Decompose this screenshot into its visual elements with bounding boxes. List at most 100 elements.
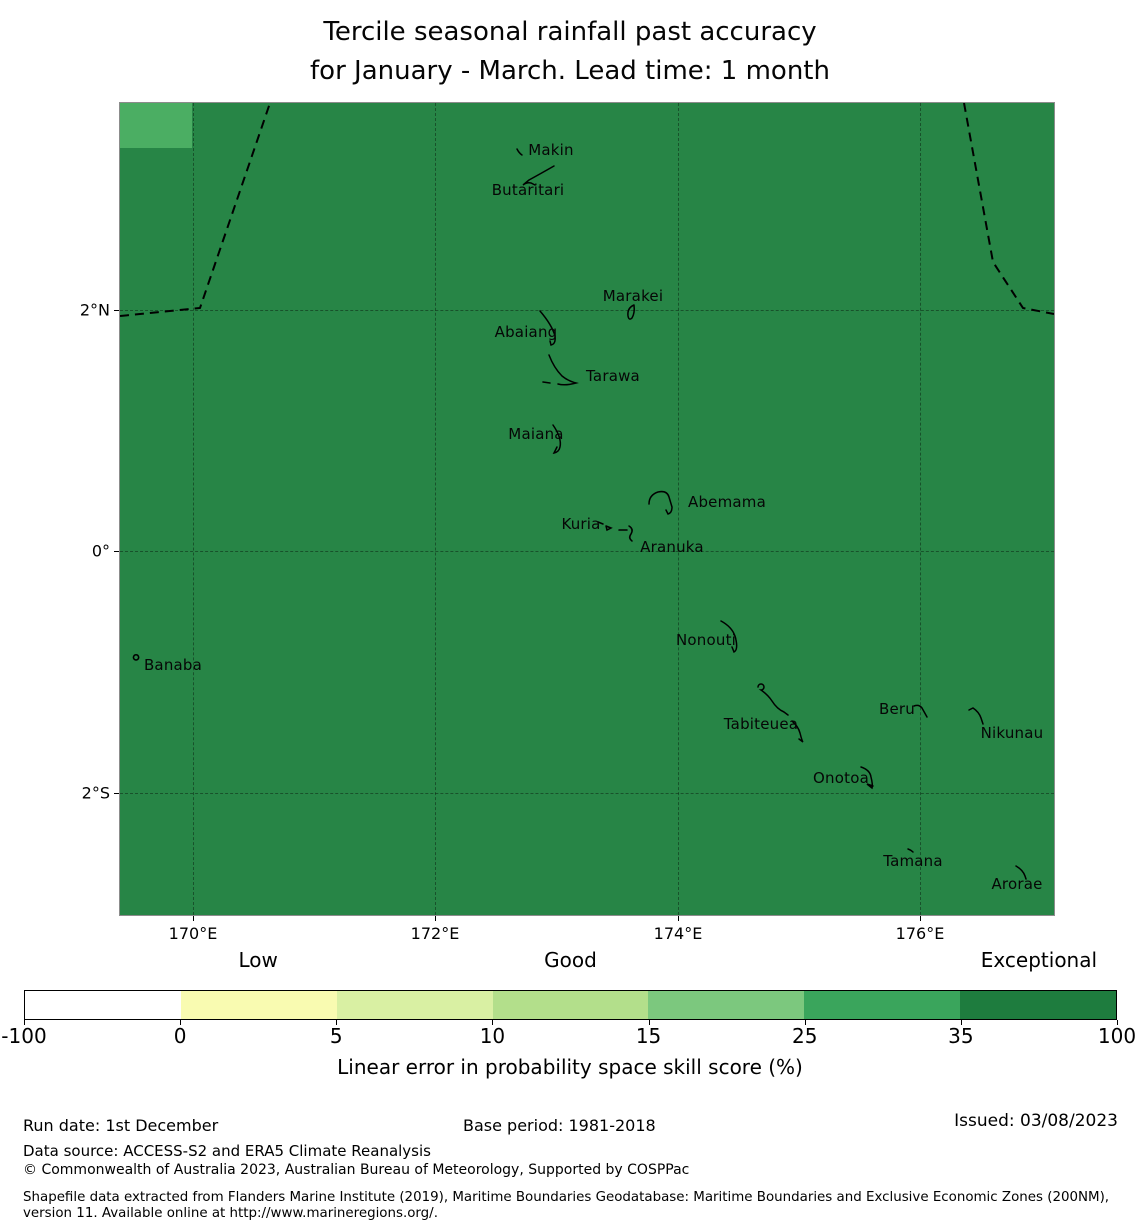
island-label-maiana: Maiana [508,425,564,443]
colorbar-tick-mark [648,1020,650,1025]
data-source-text: Data source: ACCESS-S2 and ERA5 Climate … [23,1142,431,1160]
butaritari-island-shape [522,165,555,186]
island-label-makin: Makin [528,141,574,159]
island-label-banaba: Banaba [143,656,203,674]
eez-boundary-east-line [963,103,1054,315]
nonouti-island-shape [720,620,738,654]
aranuka-island-shape [618,525,633,542]
skill-highlight-cell [120,103,192,148]
gridline-vertical [678,103,679,915]
colorbar-segment [180,991,337,1019]
colorbar-tick-mark [180,1020,182,1025]
run-date-text: Run date: 1st December [23,1116,219,1135]
colorbar-tick-label: 0 [173,1024,187,1048]
y-axis-tick-label: 2°S [81,783,110,803]
colorbar-segment [25,991,181,1019]
eez-boundary-west-line [120,103,271,317]
y-axis-tick-mark [114,310,119,311]
x-axis-tick-label: 172°E [410,924,460,943]
abaiang-island-shape [539,310,556,346]
island-label-beru: Beru [879,700,915,718]
maiana-island-shape [552,424,562,455]
island-label-abemama: Abemama [687,493,767,511]
chart-title-line-1: Tercile seasonal rainfall past accuracy [323,17,817,47]
shapefile-attribution-text: Shapefile data extracted from Flanders M… [23,1190,1110,1221]
colorbar-category-label: Low [238,948,278,972]
colorbar-tick-mark [804,1020,806,1025]
gridline-horizontal [120,551,1054,552]
chart-title-line-2: for January - March. Lead time: 1 month [310,56,830,86]
island-label-nonouti: Nonouti [675,631,737,649]
colorbar-segment [336,991,493,1019]
arorae-island-shape [1015,865,1027,880]
gridline-vertical [193,103,194,915]
banaba-island-shape [132,654,140,661]
colorbar-tick-mark [1117,1020,1118,1025]
colorbar [24,990,1117,1020]
island-label-marakei: Marakei [602,287,664,305]
y-axis-tick-mark [114,793,119,794]
base-period-text: Base period: 1981-2018 [463,1116,656,1135]
island-label-nikunau: Nikunau [980,724,1044,742]
island-label-arorae: Arorae [991,875,1043,893]
gridline-vertical [920,103,921,915]
island-label-tabiteuea: Tabiteuea [723,715,799,733]
colorbar-category-label: Good [544,948,597,972]
y-axis-tick-label: 0° [91,541,110,561]
x-axis-tick-label: 170°E [168,924,218,943]
y-axis-tick-mark [114,551,119,552]
x-axis-tick-label: 174°E [653,924,703,943]
island-label-butaritari: Butaritari [491,181,565,199]
x-axis-tick-mark [193,916,194,921]
island-label-onotoa: Onotoa [813,769,869,787]
gridline-horizontal [120,310,1054,311]
x-axis-tick-mark [435,916,436,921]
gridline-horizontal [120,793,1054,794]
colorbar-segment [804,991,961,1019]
island-label-kuria: Kuria [561,515,601,533]
colorbar-tick-mark [492,1020,494,1025]
x-axis-tick-label: 176°E [895,924,945,943]
colorbar-tick-mark [960,1020,962,1025]
colorbar-title: Linear error in probability space skill … [337,1055,803,1079]
abemama-island-shape [648,490,673,515]
island-and-boundary-layer [120,103,1054,880]
island-label-aranuka: Aranuka [640,538,704,556]
colorbar-tick-label: 25 [791,1024,818,1048]
copyright-text: © Commonwealth of Australia 2023, Austra… [23,1162,690,1178]
colorbar-tick-label: 5 [329,1024,343,1048]
colorbar-category-label: Exceptional [980,948,1098,972]
colorbar-segment [492,991,649,1019]
x-axis-tick-mark [920,916,921,921]
tamana-island-shape [907,848,914,853]
colorbar-tick-label: 15 [635,1024,662,1048]
graticule-layer [120,103,1054,915]
tabiteuea-island-shape [757,683,804,743]
island-label-tarawa: Tarawa [586,367,640,385]
colorbar-segment [648,991,805,1019]
colorbar-tick-label: 10 [479,1024,506,1048]
colorbar-segment [960,991,1117,1019]
map-canvas: Makin Butaritari Marakei Abaiang Tarawa Maian… [119,102,1055,916]
colorbar-tick-mark [24,1020,25,1025]
kuria-island-shape [597,521,613,532]
colorbar-tick-label: 35 [948,1024,974,1048]
gridline-vertical [435,103,436,915]
island-label-abaiang: Abaiang [494,323,558,341]
colorbar-tick-mark [336,1020,338,1025]
y-axis-tick-label: 2°N [79,300,110,320]
colorbar-tick-label: 100 [1097,1024,1137,1048]
nikunau-island-shape [968,707,984,725]
colorbar-tick-label: -100 [1,1024,47,1048]
tarawa-island-shape [542,354,579,386]
island-labels-layer: Makin Butaritari Marakei Abaiang Tarawa Maian… [120,103,1054,915]
island-label-tamana: Tamana [883,852,943,870]
x-axis-tick-mark [678,916,679,921]
issued-date-text: Issued: 03/08/2023 [954,1111,1118,1131]
beru-island-shape [913,704,928,718]
makin-island-shape [516,148,523,156]
onotoa-island-shape [860,766,874,790]
chart-title: Tercile seasonal rainfall past accuracy … [0,13,1140,91]
marakei-island-shape [627,304,635,320]
